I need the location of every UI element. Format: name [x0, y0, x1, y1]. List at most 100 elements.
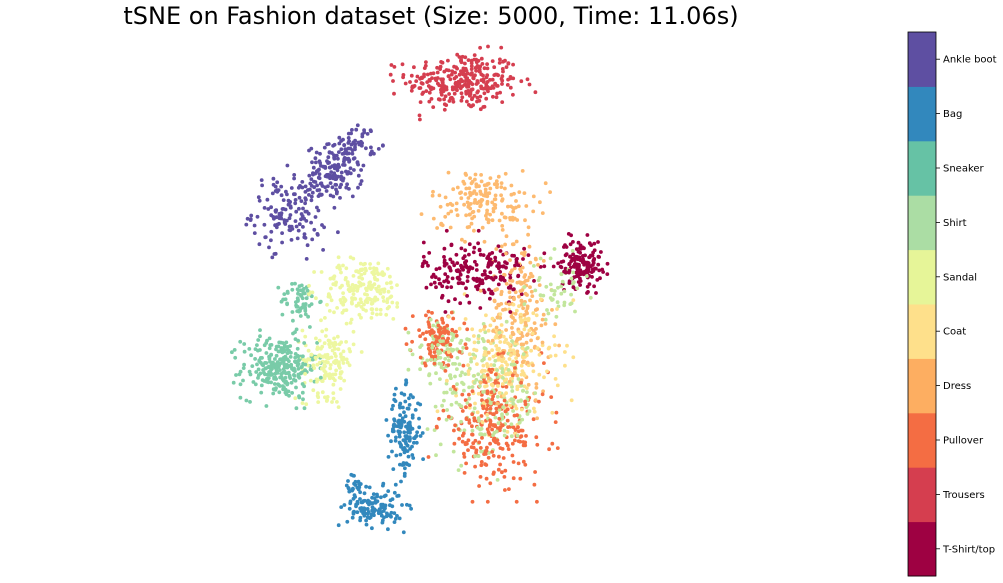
scatter-point — [476, 209, 481, 213]
scatter-point — [485, 413, 489, 417]
scatter-point — [519, 79, 524, 84]
scatter-point — [451, 187, 456, 192]
scatter-point — [426, 455, 431, 459]
scatter-point — [443, 357, 448, 361]
scatter-point — [309, 177, 314, 182]
scatter-point — [447, 358, 451, 363]
scatter-point — [460, 392, 465, 397]
scatter-point — [468, 176, 472, 181]
scatter-point — [352, 168, 356, 172]
scatter-point — [479, 463, 484, 468]
scatter-point — [440, 318, 445, 322]
scatter-point — [499, 244, 504, 249]
scatter-point — [466, 448, 470, 452]
scatter-point — [444, 381, 449, 386]
scatter-point — [399, 479, 403, 484]
scatter-point — [247, 369, 252, 374]
scatter-point — [337, 135, 342, 140]
scatter-point — [474, 68, 478, 73]
scatter-point — [528, 298, 532, 303]
scatter-point — [556, 261, 560, 266]
scatter-point — [413, 408, 418, 412]
scatter-point — [351, 156, 356, 161]
scatter-point — [515, 349, 520, 354]
scatter-point — [529, 289, 534, 294]
scatter-point — [462, 471, 467, 475]
scatter-point — [358, 490, 362, 495]
scatter-point — [331, 396, 336, 401]
scatter-point — [483, 347, 488, 351]
scatter-point — [378, 312, 383, 316]
scatter-point — [540, 343, 545, 348]
colorbar-segment — [908, 195, 936, 251]
scatter-point — [506, 447, 511, 451]
scatter-point — [571, 355, 576, 360]
scatter-point — [296, 291, 300, 296]
scatter-point — [299, 212, 304, 216]
scatter-point — [316, 400, 321, 404]
scatter-point — [259, 390, 264, 395]
scatter-point — [288, 213, 293, 217]
scatter-point — [463, 342, 468, 347]
scatter-point — [532, 264, 536, 268]
scatter-point — [481, 288, 486, 293]
scatter-point — [466, 58, 471, 62]
scatter-point — [344, 340, 348, 344]
scatter-point — [498, 312, 503, 317]
scatter-point — [505, 430, 510, 434]
scatter-point — [438, 377, 442, 381]
scatter-point — [328, 363, 333, 367]
scatter-point — [437, 193, 442, 198]
scatter-point — [403, 81, 408, 86]
scatter-point — [320, 390, 325, 395]
scatter-point — [406, 330, 411, 335]
scatter-point — [469, 67, 474, 71]
scatter-point — [531, 369, 536, 374]
scatter-point — [421, 457, 425, 461]
scatter-point — [519, 298, 524, 303]
scatter-point — [426, 263, 430, 268]
colorbar-tick-label: Shirt — [943, 218, 967, 229]
scatter-point — [442, 398, 446, 403]
scatter-point — [502, 475, 507, 479]
scatter-point — [554, 314, 559, 319]
scatter-point — [342, 378, 347, 383]
scatter-point — [500, 211, 504, 216]
scatter-point — [479, 173, 483, 177]
scatter-point — [445, 323, 450, 328]
scatter-point — [284, 340, 289, 345]
scatter-point — [472, 228, 476, 233]
scatter-point — [417, 328, 421, 332]
scatter-point — [312, 270, 316, 274]
chart-title: tSNE on Fashion dataset (Size: 5000, Tim… — [123, 2, 739, 30]
scatter-point — [279, 372, 284, 376]
scatter-point — [535, 442, 540, 447]
scatter-point — [385, 511, 389, 516]
scatter-point — [304, 296, 309, 301]
scatter-point — [296, 367, 301, 371]
scatter-point — [434, 285, 438, 290]
scatter-point — [323, 395, 327, 400]
scatter-point — [409, 88, 414, 93]
scatter-point — [341, 361, 346, 365]
scatter-point — [565, 343, 569, 348]
scatter-point — [454, 393, 458, 398]
scatter-point — [533, 470, 537, 474]
scatter-point — [522, 191, 527, 196]
scatter-point — [524, 204, 529, 208]
scatter-point — [241, 378, 245, 383]
colorbar-tick-label: T-Shirt/top — [942, 544, 995, 555]
scatter-point — [550, 288, 554, 293]
scatter-point — [578, 250, 582, 255]
scatter-point — [504, 328, 508, 332]
scatter-point — [517, 304, 521, 309]
scatter-point — [297, 206, 301, 211]
scatter-point — [368, 262, 372, 266]
scatter-point — [431, 272, 436, 277]
scatter-point — [427, 90, 432, 95]
scatter-point — [595, 278, 600, 282]
scatter-point — [473, 464, 477, 469]
scatter-point — [380, 520, 385, 525]
scatter-point — [293, 396, 298, 401]
scatter-point — [306, 348, 311, 353]
